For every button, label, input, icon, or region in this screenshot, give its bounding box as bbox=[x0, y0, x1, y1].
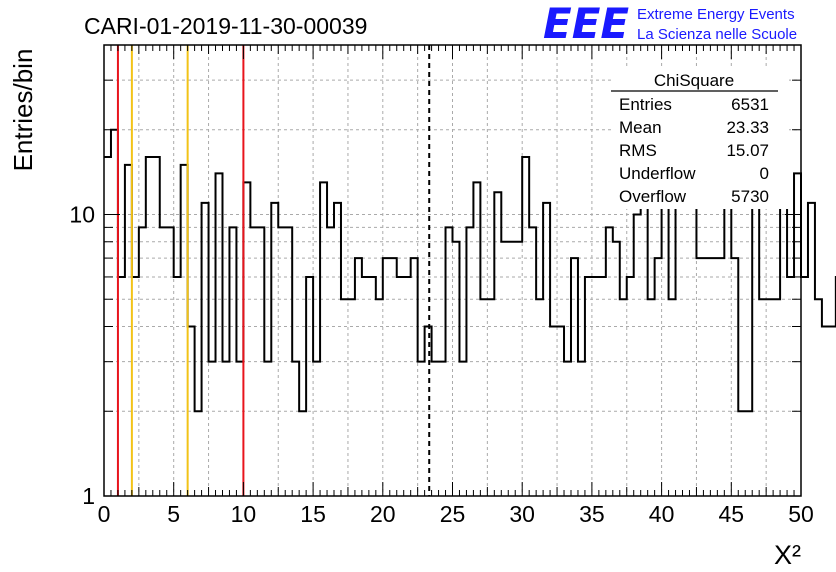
x-tick-label: 20 bbox=[370, 501, 396, 527]
logo-line-2: La Scienza nelle Scuole bbox=[637, 26, 797, 43]
stats-value-underflow: 0 bbox=[760, 164, 769, 183]
x-axis-label: X² bbox=[774, 540, 801, 570]
y-axis-label: Entries/bin bbox=[8, 49, 38, 172]
x-tick-label: 30 bbox=[509, 501, 535, 527]
histogram-line bbox=[104, 128, 836, 413]
histogram bbox=[104, 128, 836, 413]
y-tick-label: 1 bbox=[82, 483, 95, 509]
stats-label-rms: RMS bbox=[619, 141, 657, 160]
y-tick-label: 10 bbox=[69, 201, 95, 227]
stats-label-mean: Mean bbox=[619, 118, 662, 137]
x-tick-label: 5 bbox=[167, 501, 180, 527]
stats-value-mean: 23.33 bbox=[726, 118, 769, 137]
x-tick-label: 50 bbox=[788, 501, 814, 527]
logo-mark: EEE bbox=[543, 0, 629, 48]
x-tick-label: 10 bbox=[231, 501, 257, 527]
marker-lines bbox=[116, 45, 431, 496]
axis-ticks: 0 5 10 15 20 25 30 35 40 45 50 1 10 bbox=[69, 44, 814, 527]
stats-box: ChiSquare Entries 6531 Mean 23.33 RMS 15… bbox=[611, 67, 789, 209]
x-tick-label: 25 bbox=[440, 501, 466, 527]
stats-label-underflow: Underflow bbox=[619, 164, 696, 183]
stats-label-entries: Entries bbox=[619, 95, 672, 114]
x-tick-label: 40 bbox=[649, 501, 675, 527]
eee-logo: EEE Extreme Energy Events La Scienza nel… bbox=[543, 0, 797, 48]
grid bbox=[104, 44, 801, 496]
stats-value-overflow: 5730 bbox=[731, 187, 769, 206]
stats-label-overflow: Overflow bbox=[619, 187, 687, 206]
x-tick-label: 35 bbox=[579, 501, 605, 527]
x-tick-label: 45 bbox=[719, 501, 745, 527]
x-tick-label: 15 bbox=[300, 501, 326, 527]
x-tick-label: 0 bbox=[98, 501, 111, 527]
stats-value-rms: 15.07 bbox=[726, 141, 769, 160]
logo-line-1: Extreme Energy Events bbox=[637, 6, 795, 23]
stats-value-entries: 6531 bbox=[731, 95, 769, 114]
stats-box-title: ChiSquare bbox=[654, 71, 734, 90]
chart-title: CARI-01-2019-11-30-00039 bbox=[84, 13, 367, 39]
